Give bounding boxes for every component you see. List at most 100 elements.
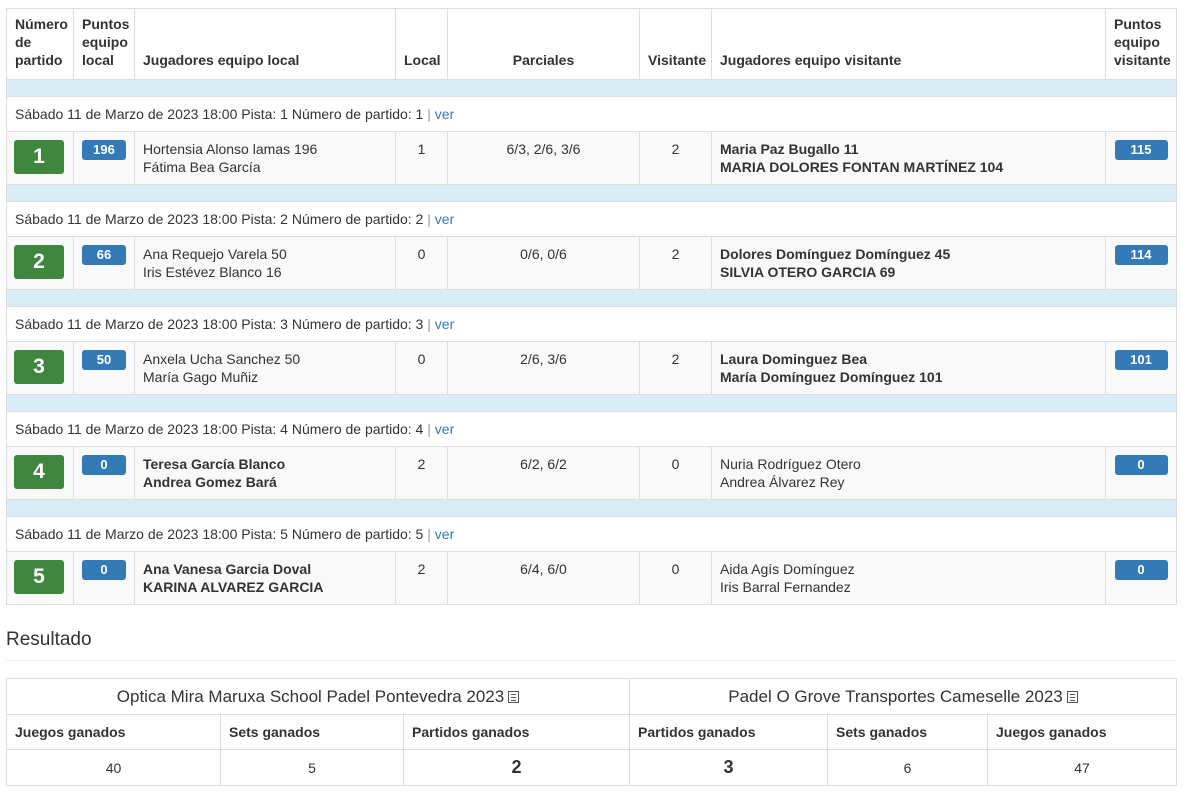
away-points-badge: 115 bbox=[1114, 140, 1168, 160]
match-number-cell: 1 bbox=[6, 131, 74, 185]
header-away-points: Puntos equipo visitante bbox=[1105, 8, 1177, 80]
away-points-badge: 114 bbox=[1114, 245, 1168, 265]
home-points-badge: 66 bbox=[82, 245, 126, 265]
home-sets-cell: 1 bbox=[395, 131, 448, 185]
match-number-badge: 1 bbox=[14, 140, 64, 174]
view-match-link[interactable]: ver bbox=[434, 421, 455, 437]
match-info-cell: Sábado 11 de Marzo de 2023 18:00 Pista: … bbox=[6, 411, 1177, 447]
away-player-2: SILVIA OTERO GARCIA 69 bbox=[720, 264, 896, 280]
match-info-text: Sábado 11 de Marzo de 2023 18:00 Pista: … bbox=[15, 316, 424, 332]
document-icon[interactable] bbox=[1066, 690, 1078, 703]
away-sets-value: 6 bbox=[827, 749, 989, 786]
match-row: 1 196 Hortensia Alonso lamas 196 Fátima Bea… bbox=[6, 131, 1177, 185]
header-away-players: Jugadores equipo visitante bbox=[711, 8, 1106, 80]
match-number-badge: 3 bbox=[14, 350, 64, 384]
home-points-badge: 196 bbox=[82, 140, 126, 160]
away-player-1: Maria Paz Bugallo 11 bbox=[720, 141, 859, 157]
separator: | bbox=[427, 106, 431, 122]
away-team-header: Padel O Grove Transportes Cameselle 2023 bbox=[629, 678, 1178, 715]
partials-cell: 0/6, 0/6 bbox=[447, 236, 640, 290]
partials-cell: 6/4, 6/0 bbox=[447, 551, 640, 605]
match-info-cell: Sábado 11 de Marzo de 2023 18:00 Pista: … bbox=[6, 96, 1177, 132]
home-points-cell: 66 bbox=[73, 236, 135, 290]
away-sets-cell: 2 bbox=[639, 341, 712, 395]
away-sets-cell: 2 bbox=[639, 236, 712, 290]
home-player-1: Ana Vanesa Garcia Doval bbox=[143, 561, 312, 577]
spacer-cell bbox=[6, 394, 1177, 412]
result-values-row: 40 5 2 3 6 47 bbox=[6, 749, 1178, 786]
away-points-cell: 0 bbox=[1105, 551, 1177, 605]
home-player-1: Ana Requejo Varela 50 bbox=[143, 246, 287, 262]
view-match-link[interactable]: ver bbox=[434, 316, 455, 332]
home-points-cell: 0 bbox=[73, 446, 135, 500]
match-number-badge: 2 bbox=[14, 245, 64, 279]
match-number-cell: 2 bbox=[6, 236, 74, 290]
home-sets-cell: 0 bbox=[395, 341, 448, 395]
home-players-cell: Ana Requejo Varela 50 Iris Estévez Blanco… bbox=[134, 236, 396, 290]
table-header-row: Número de partido Puntos equipo local Ju… bbox=[6, 8, 1177, 80]
home-player-2: KARINA ALVAREZ GARCIA bbox=[143, 579, 324, 595]
view-match-link[interactable]: ver bbox=[434, 211, 455, 227]
home-team-header: Optica Mira Maruxa School Padel Ponteved… bbox=[5, 678, 631, 715]
home-player-2: Iris Estévez Blanco 16 bbox=[143, 264, 282, 280]
match-info-row: Sábado 11 de Marzo de 2023 18:00 Pista: … bbox=[6, 306, 1177, 342]
match-info-row: Sábado 11 de Marzo de 2023 18:00 Pista: … bbox=[6, 516, 1177, 552]
home-players-cell: Hortensia Alonso lamas 196 Fátima Bea Gar… bbox=[134, 131, 396, 185]
spacer-cell bbox=[6, 184, 1177, 202]
home-sets-cell: 2 bbox=[395, 446, 448, 500]
separator: | bbox=[427, 526, 431, 542]
result-table: Optica Mira Maruxa School Padel Ponteved… bbox=[5, 678, 1178, 786]
home-sets-value: 5 bbox=[220, 749, 404, 786]
home-players-cell: Anxela Ucha Sanchez 50 María Gago Muñiz bbox=[134, 341, 396, 395]
match-info-text: Sábado 11 de Marzo de 2023 18:00 Pista: … bbox=[15, 211, 424, 227]
away-players-cell: Laura Dominguez Bea María Domínguez Domín… bbox=[711, 341, 1106, 395]
away-player-1: Aida Agís Domínguez bbox=[720, 561, 855, 577]
home-points-cell: 50 bbox=[73, 341, 135, 395]
header-away: Visitante bbox=[639, 8, 712, 80]
header-home-points: Puntos equipo local bbox=[73, 8, 135, 80]
spacer-cell bbox=[6, 289, 1177, 307]
home-points-cell: 196 bbox=[73, 131, 135, 185]
home-players-cell: Teresa García Blanco Andrea Gomez Bará bbox=[134, 446, 396, 500]
document-icon[interactable] bbox=[508, 690, 520, 703]
match-spacer-row bbox=[6, 499, 1177, 517]
header-home-players: Jugadores equipo local bbox=[134, 8, 396, 80]
separator: | bbox=[427, 316, 431, 332]
away-players-cell: Nuria Rodríguez Otero Andrea Álvarez Rey bbox=[711, 446, 1106, 500]
separator: | bbox=[427, 421, 431, 437]
home-players-cell: Ana Vanesa Garcia Doval KARINA ALVAREZ GA… bbox=[134, 551, 396, 605]
match-row: 2 66 Ana Requejo Varela 50 Iris Estévez Bla… bbox=[6, 236, 1177, 290]
header-home: Local bbox=[395, 8, 448, 80]
match-number-badge: 4 bbox=[14, 455, 64, 489]
home-team-name: Optica Mira Maruxa School Padel Ponteved… bbox=[116, 686, 505, 706]
match-info-cell: Sábado 11 de Marzo de 2023 18:00 Pista: … bbox=[6, 201, 1177, 237]
away-player-2: MARIA DOLORES FONTAN MARTÍNEZ 104 bbox=[720, 159, 1004, 175]
away-players-cell: Aida Agís Domínguez Iris Barral Fernandez bbox=[711, 551, 1106, 605]
view-match-link[interactable]: ver bbox=[434, 106, 455, 122]
match-spacer-row bbox=[6, 289, 1177, 307]
result-labels-row: Juegos ganados Sets ganados Partidos gan… bbox=[6, 714, 1178, 750]
match-info-text: Sábado 11 de Marzo de 2023 18:00 Pista: … bbox=[15, 421, 424, 437]
home-points-badge: 0 bbox=[82, 455, 126, 475]
match-spacer-row bbox=[6, 79, 1177, 97]
result-teams-row: Optica Mira Maruxa School Padel Ponteved… bbox=[5, 678, 1178, 715]
result-heading: Resultado bbox=[6, 629, 1176, 661]
match-row: 3 50 Anxela Ucha Sanchez 50 María Gago Muñi… bbox=[6, 341, 1177, 395]
spacer-cell bbox=[6, 499, 1177, 517]
header-match-number: Número de partido bbox=[6, 8, 74, 80]
match-number-cell: 5 bbox=[6, 551, 74, 605]
home-matches-value: 2 bbox=[402, 749, 631, 786]
home-player-2: María Gago Muñiz bbox=[143, 369, 259, 385]
view-match-link[interactable]: ver bbox=[434, 526, 455, 542]
away-player-1: Laura Dominguez Bea bbox=[720, 351, 868, 367]
match-info-cell: Sábado 11 de Marzo de 2023 18:00 Pista: … bbox=[6, 306, 1177, 342]
partials-cell: 6/3, 2/6, 3/6 bbox=[447, 131, 640, 185]
match-spacer-row bbox=[6, 394, 1177, 412]
home-sets-label: Sets ganados bbox=[220, 714, 404, 750]
away-points-cell: 101 bbox=[1105, 341, 1177, 395]
away-points-cell: 115 bbox=[1105, 131, 1177, 185]
home-games-value: 40 bbox=[6, 749, 221, 786]
home-player-2: Fátima Bea García bbox=[143, 159, 261, 175]
away-players-cell: Maria Paz Bugallo 11 MARIA DOLORES FONTAN… bbox=[711, 131, 1106, 185]
match-spacer-row bbox=[6, 184, 1177, 202]
